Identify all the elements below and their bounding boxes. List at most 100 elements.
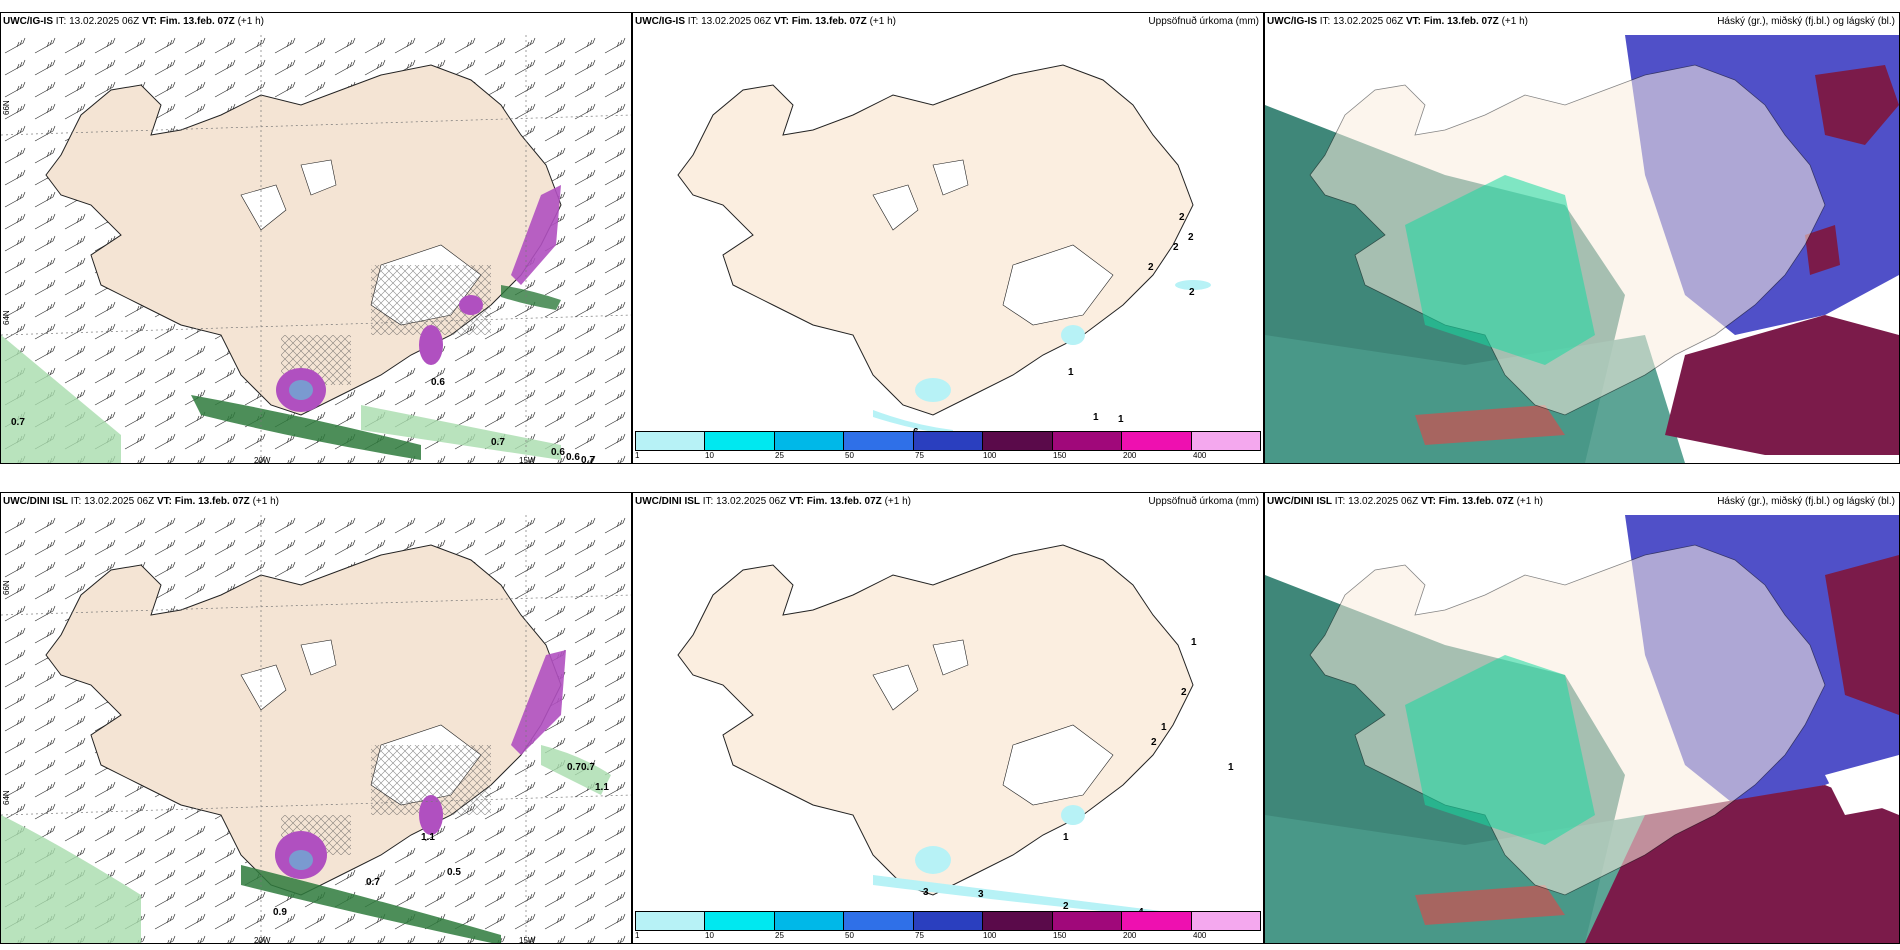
colorbar-tick: 1 <box>635 451 640 460</box>
panel-dini-clouds: UWC/DINI ISL IT: 13.02.2025 06Z VT: Fim.… <box>1264 492 1900 944</box>
value-label: 1 <box>1191 637 1197 648</box>
it-label: IT: <box>1319 16 1331 27</box>
model-name: UWC/IG-IS <box>1267 16 1317 27</box>
it-value: 13.02.2025 06Z <box>716 496 787 507</box>
value-label: 2 <box>1179 212 1185 223</box>
vt-label: VT: <box>1405 16 1421 27</box>
value-label: 0.9 <box>273 907 287 918</box>
lon-label-15w: 15W <box>519 936 536 944</box>
colorbar-tick: 200 <box>1123 931 1137 940</box>
cloud-high <box>1665 315 1899 455</box>
panel-title: Háský (gr.), miðský (fj.bl.) og lágský (… <box>1717 16 1895 27</box>
colorbar-tick: 75 <box>915 931 924 940</box>
colorbar-bin <box>774 432 845 450</box>
vt-value: Fim. 13.feb. 07Z <box>1438 496 1514 507</box>
map-canvas <box>1265 515 1899 943</box>
iceland-land <box>677 64 1194 416</box>
vt-label: VT: <box>788 496 804 507</box>
vt-value: Fim. 13.feb. 07Z <box>174 496 250 507</box>
colorbar-tick: 400 <box>1193 931 1207 940</box>
value-label: 2 <box>1181 687 1187 698</box>
value-label: 1 <box>1118 414 1124 425</box>
value-label: 1 <box>1068 367 1074 378</box>
value-label: 0.7 <box>581 455 595 464</box>
panel-header: UWC/IG-IS IT: 13.02.2025 06Z VT: Fim. 13… <box>1267 16 1528 28</box>
vt-value: Fim. 13.feb. 07Z <box>1423 16 1499 27</box>
colorbar-ticks: 1 10 25 50 75 100 150 200 400 <box>635 451 1261 461</box>
value-label: 2 <box>1173 242 1179 253</box>
panel-ig-clouds: UWC/IG-IS IT: 13.02.2025 06Z VT: Fim. 13… <box>1264 12 1900 464</box>
value-label: 1.1 <box>421 832 435 843</box>
value-label: 0.6 <box>566 452 580 463</box>
value-label: 1 <box>1161 722 1167 733</box>
it-value: 13.02.2025 06Z <box>84 496 155 507</box>
panel-header: UWC/IG-IS IT: 13.02.2025 06Z VT: Fim. 13… <box>3 16 264 28</box>
it-value: 13.02.2025 06Z <box>701 16 772 27</box>
panel-dini-precip: UWC/DINI ISL IT: 13.02.2025 06Z VT: Fim.… <box>632 492 1264 944</box>
colorbar-tick: 200 <box>1123 451 1137 460</box>
colorbar <box>635 431 1261 451</box>
colorbar-tick: 150 <box>1053 451 1067 460</box>
vt-label: VT: <box>1420 496 1436 507</box>
precip-green-band <box>191 395 421 460</box>
colorbar-bin <box>1191 912 1260 930</box>
colorbar-bin <box>844 432 914 450</box>
value-label: 2 <box>1148 262 1154 273</box>
colorbar-bin <box>983 432 1053 450</box>
colorbar-bin <box>983 912 1053 930</box>
value-label: 1 <box>1228 762 1234 773</box>
panel-ig-precip: UWC/IG-IS IT: 13.02.2025 06Z VT: Fim. 13… <box>632 12 1264 464</box>
colorbar <box>635 911 1261 931</box>
value-label: 0.7 <box>581 762 595 773</box>
colorbar-bin <box>636 432 706 450</box>
it-label: IT: <box>55 16 67 27</box>
lat-label-66n: 66N <box>2 100 11 115</box>
it-value: 13.02.2025 06Z <box>1348 496 1419 507</box>
panel-header: UWC/IG-IS IT: 13.02.2025 06Z VT: Fim. 13… <box>635 16 896 28</box>
colorbar-bin <box>1122 912 1192 930</box>
model-name: UWC/DINI ISL <box>3 496 68 507</box>
colorbar-tick: 100 <box>983 931 997 940</box>
colorbar-ticks: 1 10 25 50 75 100 150 200 400 <box>635 931 1261 941</box>
lead-time: (+1 h) <box>237 16 264 27</box>
model-name: UWC/DINI ISL <box>635 496 700 507</box>
it-label: IT: <box>1334 496 1346 507</box>
it-value: 13.02.2025 06Z <box>1333 16 1404 27</box>
lead-time: (+1 h) <box>1501 16 1528 27</box>
it-label: IT: <box>702 496 714 507</box>
panel-title: Uppsöfnuð úrkoma (mm) <box>1148 496 1259 507</box>
colorbar-tick: 75 <box>915 451 924 460</box>
value-label: 3 <box>978 889 984 900</box>
vt-value: Fim. 13.feb. 07Z <box>159 16 235 27</box>
colorbar-bin <box>636 912 706 930</box>
colorbar-tick: 150 <box>1053 931 1067 940</box>
colorbar-tick: 25 <box>775 451 784 460</box>
model-name: UWC/IG-IS <box>3 16 53 27</box>
colorbar-bin <box>705 432 775 450</box>
colorbar-bin <box>1052 432 1123 450</box>
colorbar-tick: 25 <box>775 931 784 940</box>
model-name: UWC/IG-IS <box>635 16 685 27</box>
colorbar-tick: 10 <box>705 451 714 460</box>
map-canvas: 1 2 1 2 1 1 3 3 2 4 <box>677 544 1234 920</box>
value-label: 2 <box>1188 232 1194 243</box>
colorbar-bin <box>774 912 845 930</box>
panel-dini-wind: UWC/DINI ISL IT: 13.02.2025 06Z VT: Fim.… <box>0 492 632 944</box>
model-name: UWC/DINI ISL <box>1267 496 1332 507</box>
value-label: 0.6 <box>431 377 445 388</box>
lon-label-15w: 15W <box>519 456 536 464</box>
value-label: 3 <box>923 887 929 898</box>
panel-header: UWC/DINI ISL IT: 13.02.2025 06Z VT: Fim.… <box>1267 496 1543 508</box>
panel-ig-wind: UWC/IG-IS IT: 13.02.2025 06Z VT: Fim. 13… <box>0 12 632 464</box>
panel-title: Uppsöfnuð úrkoma (mm) <box>1148 16 1259 27</box>
value-label: 0.5 <box>447 867 461 878</box>
lead-time: (+1 h) <box>884 496 911 507</box>
it-value: 13.02.2025 06Z <box>69 16 140 27</box>
panel-title: Háský (gr.), miðský (fj.bl.) og lágský (… <box>1717 496 1895 507</box>
colorbar-tick: 50 <box>845 451 854 460</box>
value-label: 2 <box>1151 737 1157 748</box>
lead-time: (+1 h) <box>869 16 896 27</box>
colorbar-tick: 10 <box>705 931 714 940</box>
value-label: 0.7 <box>491 437 505 448</box>
vt-label: VT: <box>156 496 172 507</box>
